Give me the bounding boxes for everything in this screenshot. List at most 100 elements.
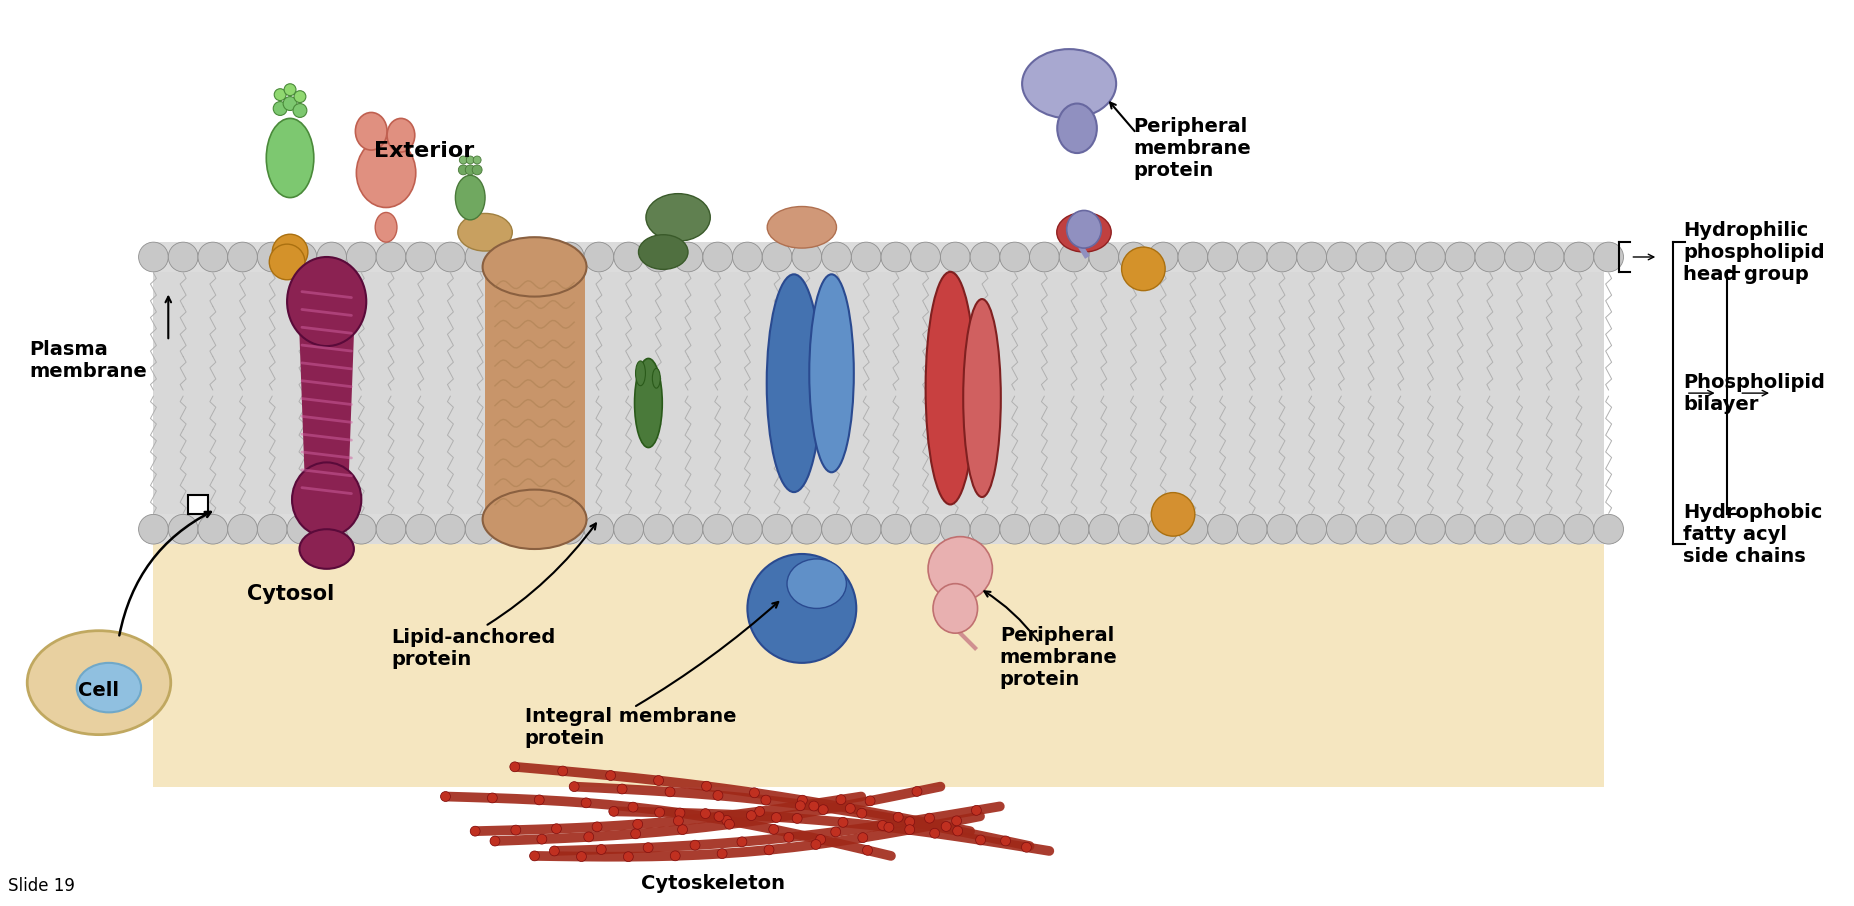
Circle shape xyxy=(858,833,868,843)
Circle shape xyxy=(673,816,684,825)
Circle shape xyxy=(406,242,436,272)
Circle shape xyxy=(606,770,616,780)
Circle shape xyxy=(1088,515,1118,545)
Circle shape xyxy=(317,515,347,545)
Circle shape xyxy=(1594,515,1624,545)
Circle shape xyxy=(488,793,497,803)
Circle shape xyxy=(287,515,317,545)
Ellipse shape xyxy=(456,176,486,220)
Circle shape xyxy=(525,515,554,545)
Ellipse shape xyxy=(1057,212,1111,252)
Circle shape xyxy=(376,515,406,545)
Circle shape xyxy=(894,813,903,822)
Circle shape xyxy=(857,808,866,818)
Circle shape xyxy=(1416,515,1446,545)
Circle shape xyxy=(703,515,732,545)
Circle shape xyxy=(877,821,888,831)
Circle shape xyxy=(317,242,347,272)
Circle shape xyxy=(287,242,317,272)
Circle shape xyxy=(673,515,703,545)
Circle shape xyxy=(1022,843,1031,853)
Circle shape xyxy=(554,515,584,545)
Circle shape xyxy=(838,817,847,827)
Circle shape xyxy=(971,805,981,815)
Circle shape xyxy=(714,812,723,822)
Text: Integral membrane
protein: Integral membrane protein xyxy=(525,707,736,747)
Circle shape xyxy=(284,83,297,96)
Circle shape xyxy=(139,242,169,272)
Circle shape xyxy=(831,827,840,837)
Circle shape xyxy=(951,816,962,825)
Circle shape xyxy=(1088,242,1118,272)
Bar xyxy=(154,529,1604,786)
Circle shape xyxy=(654,807,664,817)
Circle shape xyxy=(465,165,475,175)
Circle shape xyxy=(747,811,756,821)
Text: Cytosol: Cytosol xyxy=(247,583,336,603)
Text: Exterior: Exterior xyxy=(373,141,475,161)
Circle shape xyxy=(1118,242,1148,272)
Ellipse shape xyxy=(964,299,1001,497)
Circle shape xyxy=(760,795,771,805)
Circle shape xyxy=(1535,242,1565,272)
Circle shape xyxy=(273,101,287,115)
Circle shape xyxy=(1416,242,1446,272)
Text: Hydrophilic
phospholipid
head group: Hydrophilic phospholipid head group xyxy=(1683,220,1824,284)
Ellipse shape xyxy=(786,559,847,609)
Circle shape xyxy=(851,515,881,545)
Ellipse shape xyxy=(645,194,710,241)
Circle shape xyxy=(940,515,970,545)
Circle shape xyxy=(591,822,603,832)
Circle shape xyxy=(169,242,198,272)
Circle shape xyxy=(1594,242,1624,272)
Circle shape xyxy=(749,788,760,797)
Circle shape xyxy=(1029,515,1059,545)
Circle shape xyxy=(1059,515,1088,545)
Ellipse shape xyxy=(28,631,171,735)
Circle shape xyxy=(675,808,684,818)
Text: Cell: Cell xyxy=(78,681,119,700)
Circle shape xyxy=(643,242,673,272)
Circle shape xyxy=(701,809,710,818)
Text: Cytoskeleton: Cytoskeleton xyxy=(641,874,784,893)
Circle shape xyxy=(465,515,495,545)
Circle shape xyxy=(584,832,593,842)
Circle shape xyxy=(762,242,792,272)
Circle shape xyxy=(1357,242,1387,272)
Circle shape xyxy=(970,242,999,272)
Circle shape xyxy=(198,515,228,545)
Text: Phospholipid
bilayer: Phospholipid bilayer xyxy=(1683,372,1824,414)
Circle shape xyxy=(1535,515,1565,545)
Circle shape xyxy=(792,242,821,272)
Circle shape xyxy=(495,515,525,545)
Circle shape xyxy=(489,836,501,846)
Circle shape xyxy=(584,515,614,545)
Circle shape xyxy=(473,156,480,164)
Circle shape xyxy=(725,819,734,829)
Circle shape xyxy=(654,776,664,786)
Circle shape xyxy=(808,801,819,811)
Circle shape xyxy=(884,823,894,833)
Circle shape xyxy=(1207,242,1237,272)
Circle shape xyxy=(614,515,643,545)
Circle shape xyxy=(258,242,287,272)
Circle shape xyxy=(228,242,258,272)
Circle shape xyxy=(273,235,308,270)
Circle shape xyxy=(538,834,547,844)
Circle shape xyxy=(465,156,475,164)
Circle shape xyxy=(1326,242,1357,272)
Ellipse shape xyxy=(653,369,660,388)
Circle shape xyxy=(821,515,851,545)
Circle shape xyxy=(284,97,297,111)
Circle shape xyxy=(376,242,406,272)
Circle shape xyxy=(792,814,803,824)
Polygon shape xyxy=(484,275,584,511)
Circle shape xyxy=(910,242,940,272)
Circle shape xyxy=(1237,515,1266,545)
Circle shape xyxy=(1148,515,1177,545)
Circle shape xyxy=(465,242,495,272)
Circle shape xyxy=(1476,242,1505,272)
Circle shape xyxy=(940,242,970,272)
Circle shape xyxy=(558,766,567,776)
Circle shape xyxy=(677,824,688,834)
